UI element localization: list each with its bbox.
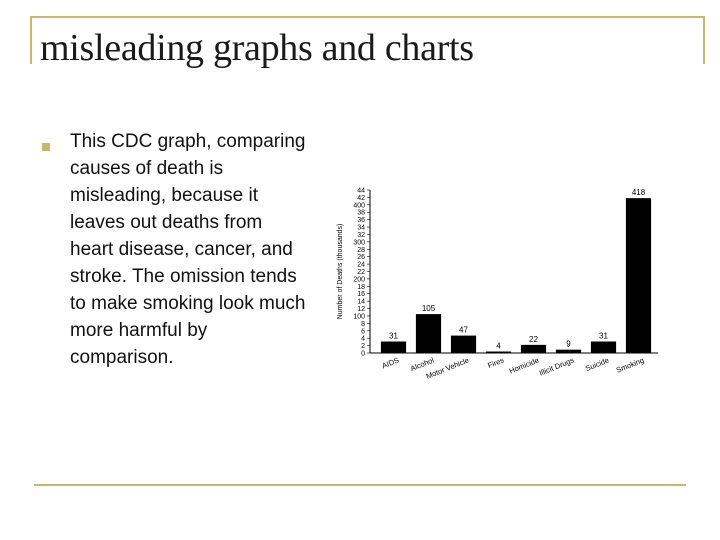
y-tick-label: 22 — [357, 269, 365, 276]
bullet-text: This CDC graph, comparing causes of deat… — [70, 131, 306, 368]
y-tick-label: 26 — [357, 254, 365, 261]
y-tick-label: 34 — [357, 225, 365, 232]
y-tick-label: 18 — [357, 284, 365, 291]
bar — [450, 335, 477, 353]
y-tick-label: 42 — [357, 195, 365, 202]
x-category-label: AIDS — [381, 356, 401, 371]
x-category-label: Illicit Drugs — [538, 355, 576, 377]
bar-value-label: 31 — [389, 332, 398, 341]
y-tick-label: 14 — [357, 299, 365, 306]
bar — [590, 341, 617, 353]
frame-left-rule — [30, 16, 32, 64]
y-tick-label: 8 — [361, 321, 365, 328]
y-tick-label: 100 — [353, 313, 365, 320]
y-tick-label: 36 — [357, 217, 365, 224]
bar — [625, 198, 652, 353]
bar-value-label: 47 — [459, 326, 468, 335]
bar — [380, 341, 407, 353]
x-category-label: Homicide — [508, 356, 540, 376]
y-axis-label: Number of Deaths (thousands) — [337, 224, 344, 320]
y-tick-label: 44 — [357, 188, 365, 195]
y-tick-label: 400 — [353, 202, 365, 209]
bar — [485, 351, 512, 353]
bottom-rule — [34, 484, 686, 486]
bar-value-label: 4 — [496, 342, 501, 351]
y-tick-label: 2 — [361, 343, 365, 350]
bar-value-label: 9 — [566, 340, 571, 349]
y-tick-label: 16 — [357, 291, 365, 298]
y-tick-label: 300 — [353, 239, 365, 246]
y-tick-label: 4 — [361, 336, 365, 343]
y-tick-label: 12 — [357, 306, 365, 313]
y-tick-label: 200 — [353, 276, 365, 283]
y-tick-label: 32 — [357, 232, 365, 239]
x-category-label: Fires — [486, 355, 505, 370]
y-tick-label: 0 — [361, 351, 365, 358]
bar-value-label: 31 — [599, 332, 608, 341]
bullet-square-icon — [42, 143, 50, 151]
bar — [555, 349, 582, 353]
y-tick-label: 38 — [357, 210, 365, 217]
bar-value-label: 105 — [422, 304, 436, 313]
bar-value-label: 22 — [529, 335, 538, 344]
slide-title: misleading graphs and charts — [40, 27, 474, 69]
x-category-label: Suicide — [584, 356, 610, 374]
frame-top-rule — [30, 16, 705, 64]
x-category-label: Smoking — [615, 356, 645, 375]
cdc-bar-chart: 0 2 4 6 8 100 12 14 16 18 200 22 24 26 28 300 32 34 36 38 40… — [330, 180, 660, 380]
y-tick-label: 28 — [357, 247, 365, 254]
bar — [415, 314, 442, 353]
y-tick-label: 24 — [357, 262, 365, 269]
bar — [520, 344, 547, 353]
y-tick-label: 6 — [361, 328, 365, 335]
bar-value-label: 418 — [632, 188, 646, 197]
